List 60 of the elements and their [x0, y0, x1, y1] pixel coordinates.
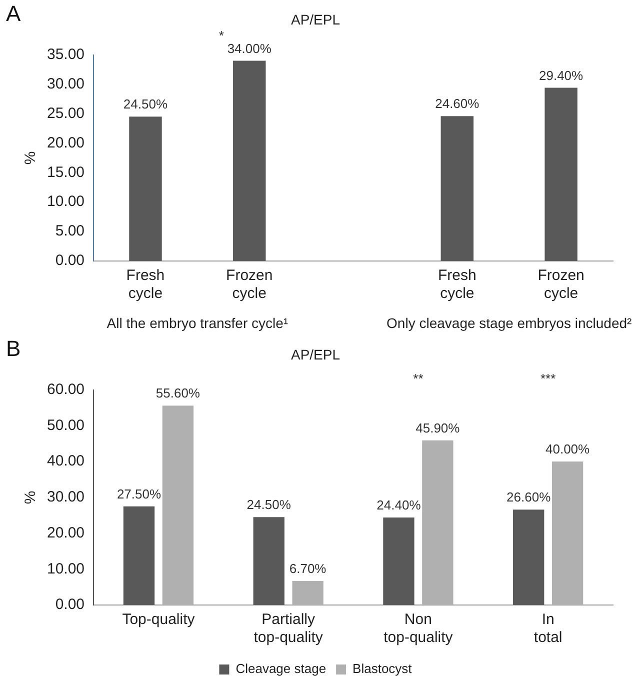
- data-label: 34.00%: [227, 40, 272, 56]
- chart-title: AP/EPL: [290, 11, 340, 28]
- y-tick-label: 0.00: [55, 596, 85, 614]
- y-tick-label: 35.00: [46, 46, 85, 63]
- data-label: 24.50%: [246, 497, 292, 512]
- bar: [440, 116, 474, 261]
- data-label: 29.40%: [539, 68, 584, 83]
- bar: [544, 88, 578, 261]
- data-label: 24.40%: [376, 498, 422, 513]
- bar: [253, 517, 284, 605]
- legend-label: Cleavage stage: [236, 661, 326, 676]
- data-label: 45.90%: [416, 420, 460, 436]
- y-tick-label: 0.00: [55, 252, 85, 270]
- text: ***: [540, 370, 556, 386]
- y-axis-title: %: [22, 490, 40, 504]
- text: All the embryo transfer cycle¹: [106, 314, 288, 331]
- x-tick-label: Fresh cycle: [126, 267, 165, 302]
- bar: [233, 60, 266, 261]
- text: A: [6, 1, 21, 26]
- bar: [162, 406, 194, 605]
- text: Only cleavage stage embryos included²: [386, 314, 632, 331]
- chart-title: AP/EPL: [290, 346, 340, 362]
- text: *: [218, 28, 224, 43]
- x-tick-label: Non top-quality: [384, 611, 454, 646]
- y-tick-label: 60.00: [46, 380, 85, 398]
- x-tick-label: In total: [534, 611, 562, 646]
- data-label: 6.70%: [289, 561, 327, 576]
- bar: [422, 440, 454, 605]
- bar: [513, 510, 544, 605]
- bar: [129, 116, 162, 261]
- y-tick-label: 30.00: [46, 75, 85, 92]
- y-tick-label: 20.00: [46, 524, 85, 542]
- y-tick-label: 50.00: [46, 416, 85, 434]
- bar: [123, 506, 155, 605]
- x-tick-label: Frozen cycle: [538, 267, 584, 302]
- data-label: 40.00%: [546, 442, 590, 457]
- bar: [292, 580, 324, 605]
- data-label: 27.50%: [116, 486, 162, 502]
- x-tick-label: Partially top-quality: [254, 611, 324, 646]
- data-label: 26.60%: [506, 490, 552, 505]
- bar: [383, 517, 414, 605]
- y-tick-label: 40.00: [46, 452, 85, 470]
- y-tick-label: 30.00: [46, 488, 85, 506]
- y-tick-label: 5.00: [55, 222, 85, 240]
- x-tick-label: Fresh cycle: [438, 267, 476, 302]
- text: **: [413, 370, 424, 386]
- y-tick-label: 25.00: [46, 104, 85, 122]
- data-label: 55.60%: [156, 386, 200, 401]
- y-tick-label: 15.00: [46, 164, 85, 181]
- y-axis-title: %: [22, 151, 40, 165]
- y-tick-label: 20.00: [46, 134, 85, 152]
- x-tick-label: Frozen cycle: [226, 267, 273, 302]
- y-tick-label: 10.00: [46, 193, 85, 210]
- legend-label: Blastocyst: [352, 661, 412, 676]
- text: B: [6, 336, 21, 362]
- x-tick-label: Top-quality: [122, 611, 196, 628]
- bar: [552, 462, 584, 605]
- y-tick-label: 10.00: [46, 560, 85, 578]
- data-label: 24.60%: [435, 96, 480, 112]
- data-label: 24.50%: [123, 96, 168, 112]
